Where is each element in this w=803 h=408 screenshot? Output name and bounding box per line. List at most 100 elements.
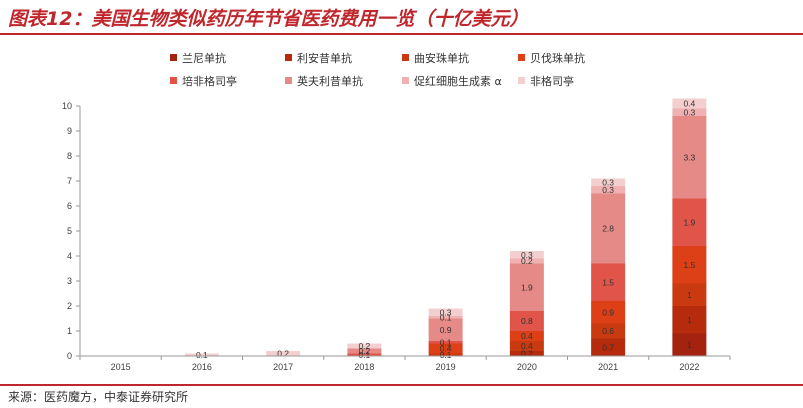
y-tick-label: 4 bbox=[67, 251, 72, 261]
data-labels: 0.1 0.2 0.10.20.20.10.40.10.90.10.30.20.40… bbox=[196, 99, 696, 360]
bar-segment bbox=[672, 306, 707, 334]
data-label: 0.2 bbox=[521, 256, 533, 266]
data-label: 0.2 bbox=[358, 341, 370, 351]
bar-segment bbox=[672, 333, 707, 356]
data-label: 0.4 bbox=[521, 331, 533, 341]
bar-segment bbox=[509, 251, 544, 259]
bar-segment bbox=[509, 331, 544, 341]
data-label: 0.3 bbox=[440, 307, 452, 317]
data-label: 0.6 bbox=[602, 326, 614, 336]
x-tick-label: 2020 bbox=[517, 362, 537, 372]
bar-segment bbox=[591, 263, 626, 301]
data-label: 1.5 bbox=[602, 277, 614, 287]
legend-label: 非格司亭 bbox=[530, 74, 574, 88]
y-tick-label: 2 bbox=[67, 301, 72, 311]
legend-swatch bbox=[170, 54, 177, 61]
data-label: 0.1 bbox=[196, 350, 208, 360]
legend-swatch bbox=[402, 77, 409, 84]
x-tick-label: 2021 bbox=[598, 362, 618, 372]
legend-label: 曲安珠单抗 bbox=[414, 51, 469, 65]
legend-swatch bbox=[285, 54, 292, 61]
bar-segment bbox=[591, 301, 626, 324]
bar-segment bbox=[672, 198, 707, 246]
data-label: 1 bbox=[687, 290, 692, 300]
bar-segment bbox=[672, 246, 707, 284]
y-tick-label: 8 bbox=[67, 151, 72, 161]
x-tick-label: 2016 bbox=[192, 362, 212, 372]
data-label: 0.8 bbox=[521, 316, 533, 326]
y-tick-label: 9 bbox=[67, 126, 72, 136]
figure-title: 图表12：美国生物类似药历年节省医药费用一览（十亿美元） bbox=[8, 8, 529, 30]
y-axis: 0 1 2 3 4 5 6 7 8 9 10 bbox=[62, 101, 81, 361]
data-label: 3.3 bbox=[683, 152, 695, 162]
bar-segment bbox=[428, 343, 463, 354]
bar-segment bbox=[591, 186, 626, 194]
bar-segment bbox=[347, 348, 382, 354]
data-label: 1 bbox=[687, 340, 692, 350]
data-label: 0.2 bbox=[521, 349, 533, 359]
x-tick-label: 2022 bbox=[679, 362, 699, 372]
data-label: 0.4 bbox=[440, 344, 452, 354]
source-note: 来源：医药魔方，中泰证券研究所 bbox=[8, 390, 189, 404]
legend-label: 贝伐珠单抗 bbox=[530, 51, 585, 65]
data-label: 0.3 bbox=[602, 177, 614, 187]
y-tick-label: 7 bbox=[67, 176, 72, 186]
x-tick-label: 2019 bbox=[436, 362, 456, 372]
legend-label: 兰尼单抗 bbox=[182, 51, 226, 65]
legend-swatch bbox=[170, 77, 177, 84]
data-label: 0.1 bbox=[358, 350, 370, 360]
bar-segment bbox=[509, 341, 544, 351]
data-label: 0.4 bbox=[521, 341, 533, 351]
bar-segment bbox=[428, 316, 463, 319]
data-label: 0.2 bbox=[277, 349, 289, 359]
y-tick-label: 6 bbox=[67, 201, 72, 211]
bar-segment bbox=[347, 343, 382, 349]
bar-segment bbox=[591, 323, 626, 339]
data-label: 0.2 bbox=[358, 346, 370, 356]
legend-label: 培非格司亭 bbox=[182, 74, 237, 88]
legend-swatch bbox=[402, 54, 409, 61]
bar-segment bbox=[591, 338, 626, 356]
x-axis: 2015 2016 2017 2018 2019 2020 2021 2022 bbox=[79, 355, 731, 372]
data-label: 0.1 bbox=[440, 312, 452, 322]
x-tick-label: 2018 bbox=[354, 362, 374, 372]
y-tick-label: 3 bbox=[67, 276, 72, 286]
bar-segment bbox=[509, 258, 544, 264]
bar-segment bbox=[428, 341, 463, 344]
bar-segment bbox=[672, 108, 707, 116]
bar-segment bbox=[509, 263, 544, 311]
data-label: 1.5 bbox=[683, 260, 695, 270]
bar-segment bbox=[672, 116, 707, 199]
bar-segment bbox=[428, 353, 463, 356]
y-tick-label: 10 bbox=[62, 101, 72, 111]
legend-swatch bbox=[285, 77, 292, 84]
bar-segment bbox=[428, 318, 463, 341]
x-tick-label: 2017 bbox=[273, 362, 293, 372]
bar-segment bbox=[184, 353, 219, 356]
data-label: 1 bbox=[687, 315, 692, 325]
data-label: 0.1 bbox=[440, 350, 452, 360]
x-tick-label: 2015 bbox=[111, 362, 131, 372]
legend-label: 英夫利昔单抗 bbox=[297, 74, 363, 88]
title-rule bbox=[0, 33, 803, 35]
legend-label: 促红细胞生成素 α bbox=[414, 74, 502, 88]
bar-segment bbox=[509, 351, 544, 356]
legend-label: 利安昔单抗 bbox=[297, 51, 352, 65]
bar-segment bbox=[428, 308, 463, 316]
bar-segment bbox=[266, 351, 301, 356]
data-label: 0.9 bbox=[440, 325, 452, 335]
bar-segment bbox=[591, 178, 626, 186]
data-label: 0.3 bbox=[521, 250, 533, 260]
bar-segment bbox=[672, 283, 707, 306]
data-label: 0.3 bbox=[683, 107, 695, 117]
data-label: 0.7 bbox=[602, 342, 614, 352]
data-label: 0.3 bbox=[602, 185, 614, 195]
data-label: 0.4 bbox=[683, 99, 695, 109]
bar-segment bbox=[509, 311, 544, 331]
source-rule bbox=[0, 384, 803, 386]
data-label: 0.9 bbox=[602, 307, 614, 317]
data-label: 2.8 bbox=[602, 224, 614, 234]
bar-segment bbox=[591, 193, 626, 264]
